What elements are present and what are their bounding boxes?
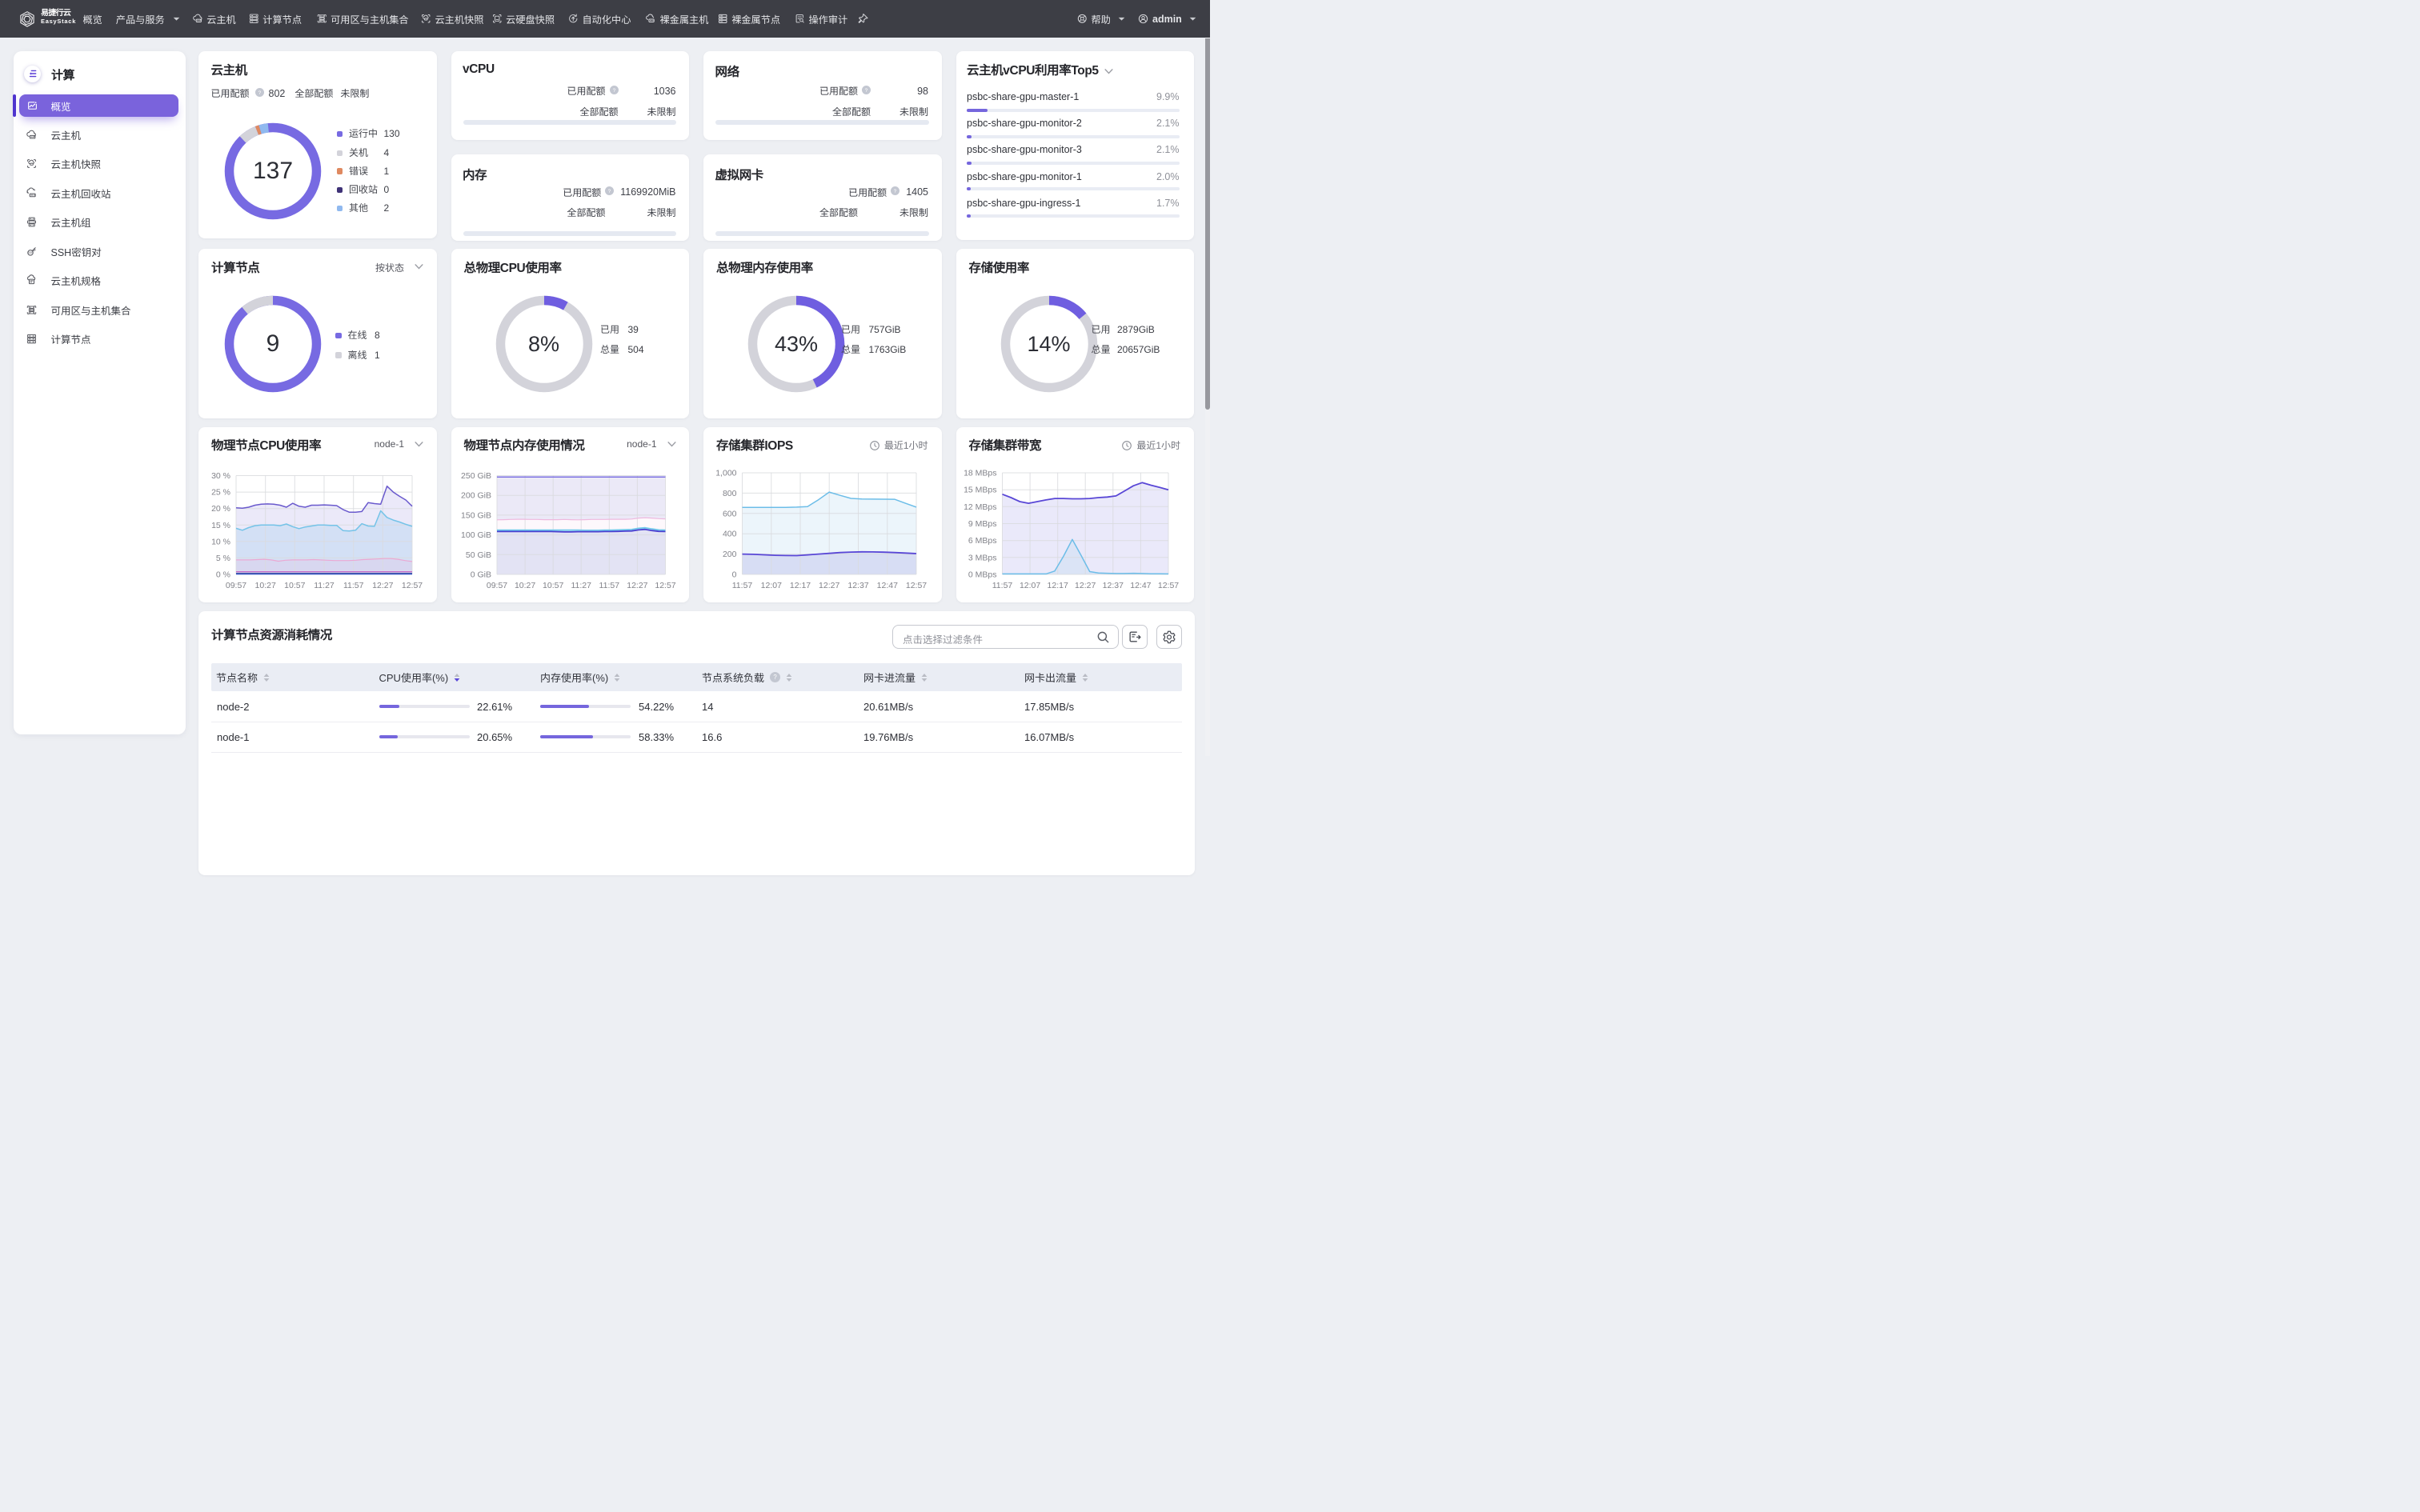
svg-text:12:47: 12:47 [1130,581,1151,590]
svg-text:SSH: SSH [28,251,34,254]
svg-text:25 %: 25 % [211,488,230,498]
svg-text:12:47: 12:47 [877,581,898,590]
svg-text:3 MBps: 3 MBps [968,553,996,562]
svg-text:12:07: 12:07 [761,581,782,590]
svg-text:12:57: 12:57 [1157,581,1178,590]
svg-text:1,000: 1,000 [715,469,736,478]
svg-text:12 MBps: 12 MBps [964,502,996,512]
svg-text:12:17: 12:17 [1047,581,1068,590]
svg-text:50 GiB: 50 GiB [465,550,491,560]
svg-text:09:57: 09:57 [226,581,246,590]
svg-text:?: ? [865,87,868,93]
svg-text:12:37: 12:37 [847,581,868,590]
svg-text:12:57: 12:57 [402,581,423,590]
svg-text:?: ? [608,189,611,194]
svg-text:10 %: 10 % [211,537,230,546]
svg-text:400: 400 [723,530,737,539]
svg-text:18 MBps: 18 MBps [964,469,996,478]
svg-text:?: ? [773,674,777,681]
svg-text:12:17: 12:17 [790,581,811,590]
svg-text:12:27: 12:27 [1075,581,1096,590]
svg-text:10:57: 10:57 [284,581,305,590]
svg-text:30 %: 30 % [211,471,230,481]
svg-text:10:57: 10:57 [543,581,563,590]
svg-text:12:57: 12:57 [906,581,927,590]
svg-text:09:57: 09:57 [486,581,507,590]
svg-text:100 GiB: 100 GiB [461,530,491,540]
svg-text:6 MBps: 6 MBps [968,536,996,546]
svg-text:150 GiB: 150 GiB [461,510,491,520]
svg-text:15 MBps: 15 MBps [964,486,996,495]
svg-text:?: ? [894,189,897,194]
svg-text:11:57: 11:57 [343,581,364,590]
svg-text:10:27: 10:27 [514,581,535,590]
svg-text:12:27: 12:27 [372,581,393,590]
svg-text:0 %: 0 % [216,570,230,580]
svg-text:5 %: 5 % [216,554,230,563]
svg-text:11:57: 11:57 [599,581,619,590]
svg-text:12:27: 12:27 [627,581,647,590]
svg-text:200: 200 [723,550,737,559]
svg-text:0: 0 [732,570,737,580]
svg-text:600: 600 [723,509,737,518]
svg-text:10:27: 10:27 [255,581,276,590]
svg-text:12:57: 12:57 [655,581,675,590]
svg-text:15 %: 15 % [211,521,230,530]
svg-text:?: ? [258,90,261,95]
svg-text:12:27: 12:27 [819,581,839,590]
svg-text:20 %: 20 % [211,504,230,514]
svg-text:0 MBps: 0 MBps [968,570,996,580]
svg-text:?: ? [612,87,615,93]
svg-text:800: 800 [723,489,737,498]
svg-text:12:07: 12:07 [1019,581,1040,590]
svg-text:250 GiB: 250 GiB [461,471,491,481]
svg-text:0 GiB: 0 GiB [470,570,491,580]
svg-text:11:57: 11:57 [992,581,1012,590]
svg-text:9 MBps: 9 MBps [968,519,996,529]
svg-text:200 GiB: 200 GiB [461,491,491,501]
svg-text:11:57: 11:57 [732,581,753,590]
svg-text:11:27: 11:27 [571,581,591,590]
svg-text:12:37: 12:37 [1102,581,1123,590]
svg-text:11:27: 11:27 [314,581,335,590]
